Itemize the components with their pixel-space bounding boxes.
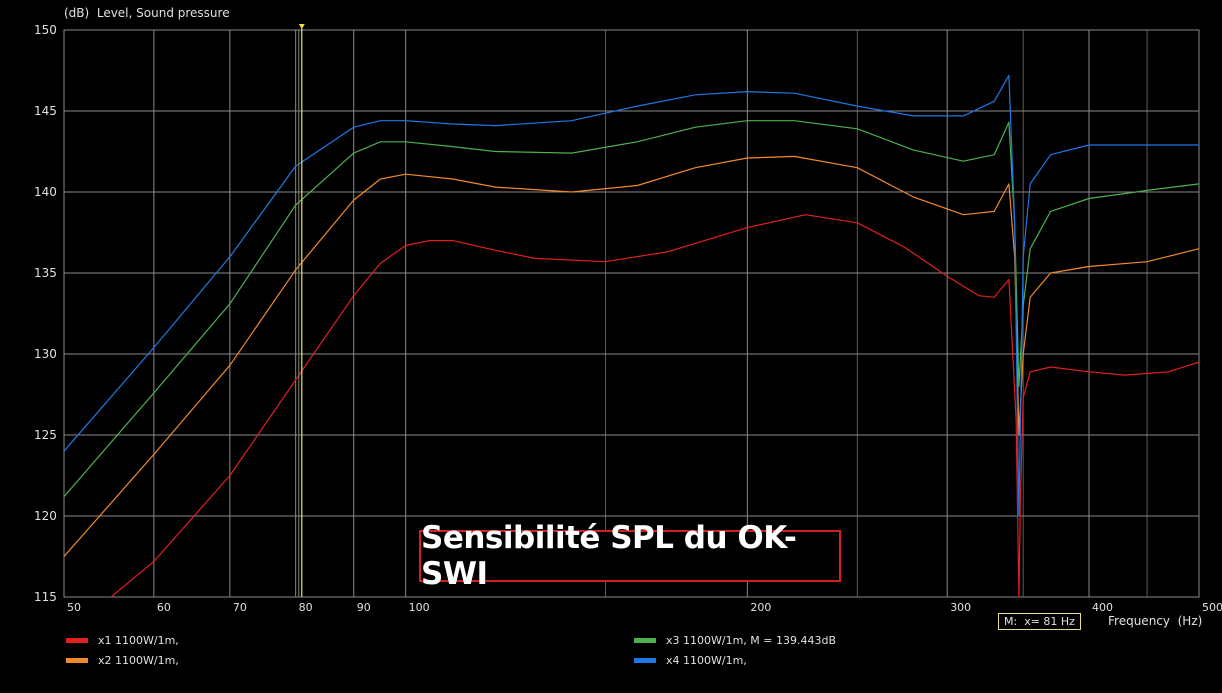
y-tick-labels: 115 120 125 130 135 140 145 150 <box>34 23 57 604</box>
cursor-marker <box>298 24 305 597</box>
series-line-x1 <box>110 214 1200 598</box>
legend-label-x1: x1 1100W/1m, <box>98 634 179 647</box>
y-tick-label: 150 <box>34 23 57 37</box>
y-tick-label: 130 <box>34 347 57 361</box>
legend-item-x4: x4 1100W/1m, <box>634 654 747 667</box>
y-tick-label: 125 <box>34 428 57 442</box>
legend-label-x2: x2 1100W/1m, <box>98 654 179 667</box>
x-tick-label: 90 <box>357 601 371 614</box>
legend-swatch-x2 <box>66 658 88 663</box>
y-axis-label: (dB) Level, Sound pressure <box>64 6 230 20</box>
legend-swatch-x1 <box>66 638 88 643</box>
x-tick-label: 300 <box>950 601 971 614</box>
x-tick-label: 500 <box>1202 601 1222 614</box>
series-line-x3 <box>63 120 1200 497</box>
x-axis-label: Frequency (Hz) <box>1108 614 1203 628</box>
legend-swatch-x3 <box>634 638 656 643</box>
x-tick-label: 400 <box>1092 601 1113 614</box>
x-tick-label: 100 <box>409 601 430 614</box>
y-tick-label: 120 <box>34 509 57 523</box>
cursor-triangle <box>298 24 305 29</box>
grid <box>63 29 1200 598</box>
series-lines <box>63 74 1200 598</box>
x-tick-label: 50 <box>67 601 81 614</box>
series-line-x2 <box>63 155 1200 557</box>
x-tick-label: 80 <box>299 601 313 614</box>
series-line-x4 <box>63 74 1199 517</box>
chart-annotation: Sensibilité SPL du OK-SWI <box>419 520 841 592</box>
x-tick-labels: 50 60 70 80 90 100 200 300 400 500 <box>67 601 1222 614</box>
x-tick-label: 200 <box>750 601 771 614</box>
y-tick-label: 115 <box>34 590 57 604</box>
legend-label-x4: x4 1100W/1m, <box>666 654 747 667</box>
y-tick-label: 145 <box>34 104 57 118</box>
legend-item-x3: x3 1100W/1m, M = 139.443dB <box>634 634 836 647</box>
y-tick-label: 135 <box>34 266 57 280</box>
x-tick-label: 60 <box>157 601 171 614</box>
y-tick-label: 140 <box>34 185 57 199</box>
x-tick-label: 70 <box>233 601 247 614</box>
legend-label-x3: x3 1100W/1m, M = 139.443dB <box>666 634 837 647</box>
legend-item-x1: x1 1100W/1m, <box>66 634 179 647</box>
legend-swatch-x4 <box>634 658 656 663</box>
cursor-readout: M: x= 81 Hz <box>998 613 1081 630</box>
legend-item-x2: x2 1100W/1m, <box>66 654 179 667</box>
